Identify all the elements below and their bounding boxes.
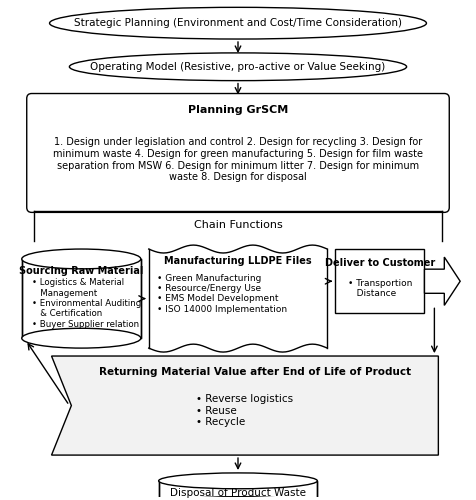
Text: Strategic Planning (Environment and Cost/Time Consideration): Strategic Planning (Environment and Cost… bbox=[74, 18, 402, 28]
Text: Chain Functions: Chain Functions bbox=[194, 220, 282, 230]
Text: Returning Material Value after End of Life of Product: Returning Material Value after End of Li… bbox=[99, 367, 411, 377]
Polygon shape bbox=[149, 245, 327, 352]
Text: • Logistics & Material
   Management
• Environmental Auditing
   & Certification: • Logistics & Material Management • Envi… bbox=[32, 278, 141, 329]
Polygon shape bbox=[425, 257, 460, 306]
FancyBboxPatch shape bbox=[27, 94, 449, 212]
Text: 1. Design under legislation and control 2. Design for recycling 3. Design for
mi: 1. Design under legislation and control … bbox=[53, 138, 423, 182]
Ellipse shape bbox=[159, 473, 317, 489]
Text: Disposal of Product Waste: Disposal of Product Waste bbox=[170, 488, 306, 498]
Polygon shape bbox=[51, 356, 438, 455]
Text: Planning GrSCM: Planning GrSCM bbox=[188, 106, 288, 116]
Text: • Reverse logistics
• Reuse
• Recycle: • Reverse logistics • Reuse • Recycle bbox=[197, 394, 294, 427]
Ellipse shape bbox=[50, 8, 426, 39]
Bar bbox=[159, 481, 317, 500]
Text: • Transportion
   Distance: • Transportion Distance bbox=[347, 279, 412, 298]
Ellipse shape bbox=[159, 496, 317, 500]
Ellipse shape bbox=[22, 249, 141, 269]
Text: Operating Model (Resistive, pro-active or Value Seeking): Operating Model (Resistive, pro-active o… bbox=[90, 62, 386, 72]
Text: Sourcing Raw Material: Sourcing Raw Material bbox=[19, 266, 143, 276]
Text: Manufacturing LLDPE Files: Manufacturing LLDPE Files bbox=[164, 256, 312, 266]
Ellipse shape bbox=[69, 53, 407, 80]
Text: • Green Manufacturing
• Resource/Energy Use
• EMS Model Development
• ISO 14000 : • Green Manufacturing • Resource/Energy … bbox=[157, 274, 287, 314]
Text: Deliver to Customer: Deliver to Customer bbox=[325, 258, 435, 268]
Ellipse shape bbox=[22, 328, 141, 348]
Bar bbox=[22, 259, 141, 338]
FancyBboxPatch shape bbox=[335, 249, 425, 314]
